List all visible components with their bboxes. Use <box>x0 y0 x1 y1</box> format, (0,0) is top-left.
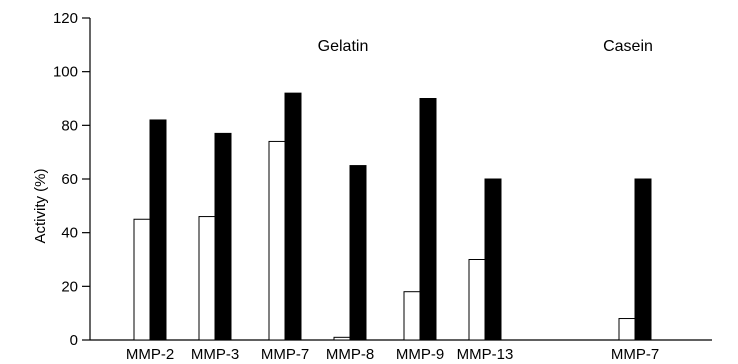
y-tick-label: 40 <box>61 225 78 242</box>
bars <box>133 92 652 341</box>
x-tick-label: MMP-3 <box>191 346 239 363</box>
filled-bar <box>149 119 167 341</box>
y-tick-label: 60 <box>61 171 78 188</box>
open-bar <box>468 259 486 341</box>
x-tick-label: MMP-2 <box>126 346 174 363</box>
open-bar <box>268 140 286 341</box>
filled-bar <box>349 165 367 341</box>
x-tick-label: MMP-8 <box>326 346 374 363</box>
open-bar <box>198 216 216 341</box>
y-tick-label: 100 <box>53 64 78 81</box>
filled-bar <box>634 178 652 341</box>
y-tick-label: 20 <box>61 278 78 295</box>
annotations: Gelatin Casein <box>318 38 653 55</box>
substrate-label: Gelatin <box>318 38 369 55</box>
y-tick-label: 0 <box>70 332 78 349</box>
y-tick-label: 80 <box>61 117 78 134</box>
x-tick-label: MMP-13 <box>457 346 514 363</box>
filled-bar <box>484 178 502 341</box>
x-tick-label: MMP-7 <box>611 346 659 363</box>
open-bar <box>403 291 421 341</box>
y-ticks: 0 20 40 60 80 100 120 <box>53 10 90 349</box>
y-axis-title: Activity (%) <box>32 168 49 243</box>
open-bar <box>133 218 151 341</box>
y-tick-label: 120 <box>53 10 78 27</box>
open-bar <box>333 336 351 341</box>
x-tick-labels: MMP-2 MMP-3 MMP-7 MMP-8 MMP-9 MMP-13 MMP-7 <box>126 346 659 363</box>
open-bar <box>618 318 636 341</box>
filled-bar <box>419 98 437 341</box>
x-tick-label: MMP-9 <box>396 346 444 363</box>
x-tick-label: MMP-7 <box>261 346 309 363</box>
filled-bar <box>214 132 232 341</box>
filled-bar <box>284 92 302 341</box>
substrate-label: Casein <box>603 38 653 55</box>
